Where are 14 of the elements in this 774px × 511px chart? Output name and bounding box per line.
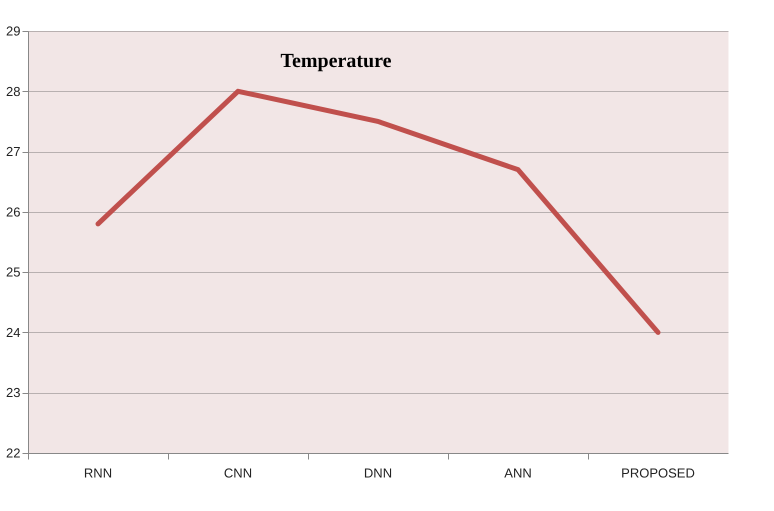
- y-tick-label: 25: [6, 264, 20, 280]
- x-tick-label: DNN: [364, 466, 392, 480]
- y-tick-label: 29: [6, 24, 20, 38]
- x-tick-label: CNN: [224, 466, 252, 480]
- text: Temperature: [280, 50, 392, 72]
- y-tick-label: 22: [6, 446, 20, 460]
- x-tick-label: ANN: [504, 466, 532, 480]
- y-tick-label: 24: [6, 324, 20, 340]
- y-tick-label: 27: [6, 144, 20, 160]
- y-tick-label: 26: [6, 204, 20, 220]
- x-tick-label: PROPOSED: [621, 466, 695, 480]
- x-tick-label: RNN: [84, 466, 112, 480]
- y-tick-label: 23: [6, 385, 20, 400]
- y-tick-label: 28: [6, 84, 20, 99]
